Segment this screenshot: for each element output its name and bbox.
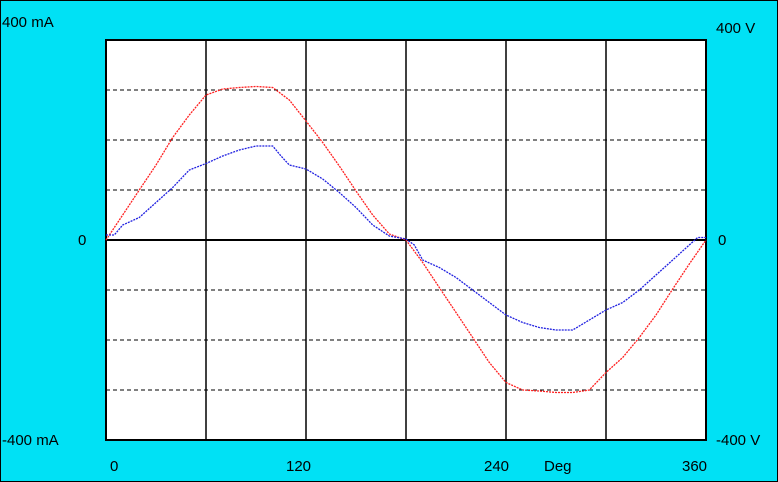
current-series-line bbox=[106, 145, 706, 331]
voltage-series-line bbox=[105, 85, 707, 394]
left-axis-zero-label: 0 bbox=[78, 232, 87, 249]
x-unit-label: Deg bbox=[544, 458, 572, 475]
left-axis-top-label: 400 mA bbox=[2, 14, 54, 31]
x-tick-label-360: 360 bbox=[682, 458, 708, 475]
right-axis-top-label: 400 V bbox=[716, 20, 756, 37]
x-tick-label-120: 120 bbox=[286, 458, 312, 475]
x-tick-label-240: 240 bbox=[484, 458, 510, 475]
right-axis-zero-label: 0 bbox=[718, 232, 727, 249]
left-axis-bottom-label: -400 mA bbox=[2, 432, 59, 449]
right-axis-bottom-label: -400 V bbox=[716, 432, 761, 449]
series-layer bbox=[105, 85, 707, 394]
x-tick-label-0: 0 bbox=[110, 458, 119, 475]
